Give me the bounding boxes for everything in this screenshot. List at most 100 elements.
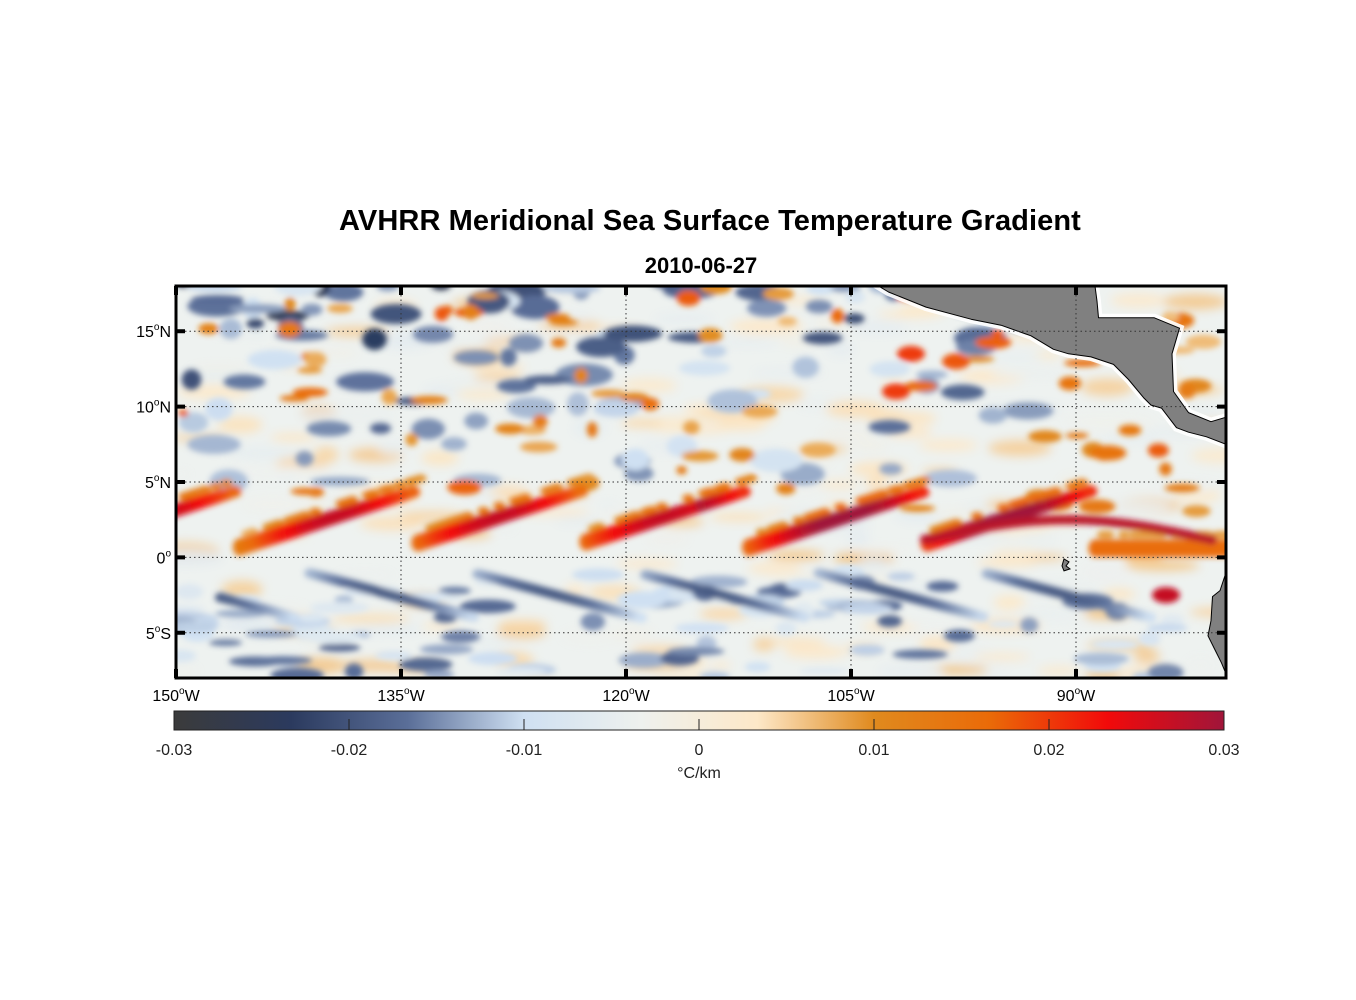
gradient-cell — [1234, 531, 1246, 539]
chart-subtitle: 2010-06-27 — [644, 253, 758, 278]
gradient-cell — [367, 489, 380, 498]
gradient-cell — [1159, 462, 1172, 476]
gradient-cell — [300, 410, 340, 420]
gradient-cell — [675, 622, 729, 634]
gradient-cell — [1098, 500, 1173, 514]
gradient-cell — [1147, 623, 1188, 632]
gradient-cell — [1073, 652, 1129, 665]
gradient-cell — [988, 440, 1052, 457]
gradient-cell — [915, 486, 930, 499]
chart-title: AVHRR Meridional Sea Surface Temperature… — [339, 205, 1081, 237]
gradient-cell — [467, 611, 479, 622]
lon-tick-bottom — [1074, 669, 1078, 678]
gradient-cell — [762, 287, 794, 301]
gradient-cell — [818, 508, 831, 517]
degree-symbol: o — [165, 548, 171, 559]
gradient-cell — [299, 511, 311, 520]
gradient-cell — [176, 583, 203, 600]
gradient-cell — [989, 368, 1069, 379]
lat-tick-right — [1217, 555, 1226, 560]
gradient-cell — [223, 374, 266, 390]
gradient-cell — [699, 607, 748, 620]
gradient-cell — [447, 479, 482, 495]
degree-symbol: o — [179, 686, 185, 697]
gradient-cell — [421, 450, 459, 466]
gradient-cell — [434, 306, 449, 322]
gradient-cell — [331, 613, 411, 624]
gradient-cell — [176, 605, 205, 612]
lon-tick-top — [1074, 286, 1078, 295]
gradient-cell — [923, 469, 977, 487]
lat-tick-label: 0o — [157, 548, 172, 567]
hemisphere-letter: W — [1080, 688, 1096, 705]
gradient-cell — [1185, 657, 1216, 674]
gradient-cell — [942, 353, 970, 370]
gradient-cell — [916, 370, 948, 379]
gradient-cell — [676, 465, 687, 475]
gradient-cell — [767, 549, 825, 561]
gradient-cell — [221, 580, 263, 599]
gradient-cell — [572, 568, 624, 581]
gradient-cell — [191, 294, 245, 304]
gradient-cell — [542, 286, 601, 294]
gradient-cell — [1118, 530, 1130, 539]
gradient-cell — [1076, 478, 1088, 487]
gradient-cell — [831, 308, 844, 324]
gradient-cell — [797, 612, 810, 623]
gradient-cell — [191, 365, 250, 372]
gradient-cell — [1074, 415, 1155, 431]
gradient-cell — [763, 637, 826, 647]
degree-symbol: o — [854, 686, 860, 697]
gradient-cell — [918, 476, 931, 485]
gradient-cell — [381, 388, 398, 405]
gradient-cell — [284, 297, 296, 311]
gradient-cell — [567, 392, 589, 416]
lon-tick-label: 150oW — [152, 686, 200, 705]
lon-tick-bottom — [624, 669, 628, 678]
gradient-cell — [783, 645, 847, 659]
gradient-cell — [1028, 430, 1063, 443]
degree-symbol: o — [154, 322, 160, 333]
gradient-cell — [421, 621, 460, 631]
gradient-cell — [802, 331, 843, 345]
gradient-cell — [698, 327, 723, 343]
gradient-cell — [440, 437, 467, 451]
gradient-cell — [354, 625, 422, 635]
gradient-cell — [554, 517, 601, 525]
lat-tick-left — [176, 555, 185, 560]
gradient-cell — [1118, 424, 1142, 436]
lon-tick-label: 90oW — [1057, 686, 1096, 705]
gradient-cell — [904, 380, 938, 392]
gradient-cell — [375, 651, 412, 661]
gradient-cell — [199, 485, 212, 494]
gradient-cell — [176, 470, 192, 478]
gradient-cell — [750, 448, 803, 473]
gradient-cell — [1152, 587, 1180, 604]
gradient-cell — [245, 630, 298, 638]
gradient-cell — [834, 503, 847, 512]
gradient-cell — [443, 342, 488, 351]
gradient-cell — [877, 615, 903, 628]
gradient-cell — [621, 418, 664, 429]
gradient-cell — [198, 323, 219, 335]
gradient-cell — [466, 636, 517, 648]
gradient-cell — [229, 447, 301, 460]
gradient-cell — [1102, 530, 1115, 539]
gradient-cell — [279, 394, 309, 402]
lat-tick-right — [1217, 329, 1226, 334]
gradient-cell — [532, 414, 548, 429]
gradient-cell — [477, 506, 490, 515]
hemisphere-letter: N — [159, 475, 171, 492]
degree-symbol: o — [154, 473, 160, 484]
gradient-cell — [215, 609, 267, 618]
gradient-cell — [1058, 376, 1082, 391]
tick-number: 105 — [827, 688, 854, 705]
gradient-cell — [1230, 539, 1244, 557]
gradient-cell — [551, 483, 563, 492]
gradient-cell — [943, 629, 975, 642]
gradient-cell — [244, 329, 266, 336]
gradient-cell — [850, 320, 907, 334]
hemisphere-letter: N — [159, 400, 171, 417]
gradient-cell — [441, 630, 481, 643]
